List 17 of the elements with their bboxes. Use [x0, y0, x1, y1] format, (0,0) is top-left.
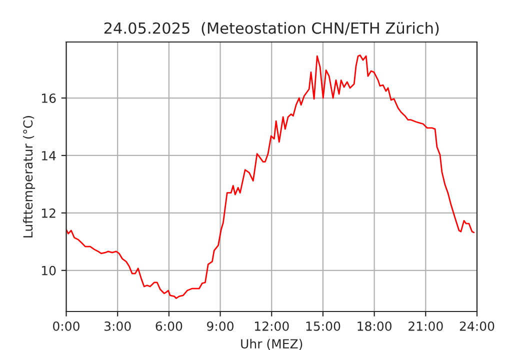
x-tick-label: 24:00: [460, 321, 494, 331]
y-tick-label: 16: [42, 94, 56, 103]
x-tick-label: 21:00: [408, 321, 443, 331]
x-tick-label: 3:00: [104, 321, 131, 331]
y-axis-title: Lufttemperatur (°C): [22, 116, 36, 238]
y-tick-label: 12: [42, 208, 56, 218]
x-tick-label: 12:00: [254, 321, 289, 331]
x-tick-label: 15:00: [306, 321, 340, 331]
x-tick-label: 18:00: [358, 321, 392, 331]
y-tick-label: 10: [42, 266, 56, 276]
line-series: [66, 54, 475, 299]
x-tick-label: 0:00: [53, 321, 80, 331]
y-tick-label: 14: [42, 151, 56, 160]
chart-title: 24.05.2025 (Meteostation CHN/ETH Zürich): [104, 22, 439, 36]
x-tick-label: 9:00: [207, 321, 234, 331]
x-tick-label: 6:00: [156, 321, 182, 331]
x-axis-title: Uhr (MEZ): [241, 338, 302, 350]
